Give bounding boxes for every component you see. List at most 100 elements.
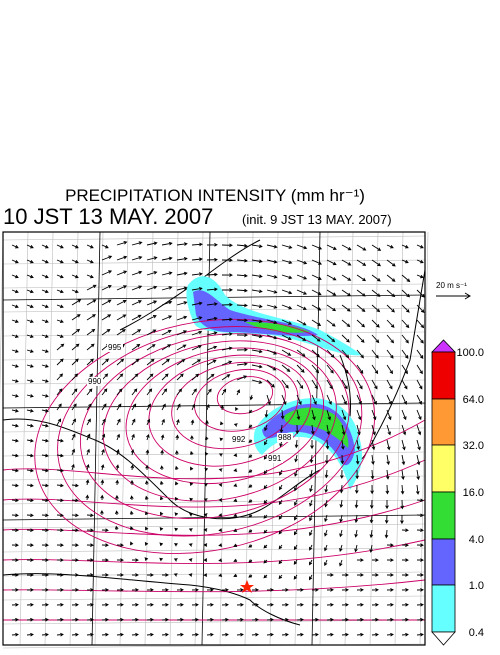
wind-arrow: [71, 418, 76, 426]
colorbar-box: [431, 398, 456, 446]
wind-arrow: [71, 358, 79, 366]
wind-arrow: [86, 513, 94, 518]
wind-arrow: [146, 256, 158, 261]
wind-arrow: [86, 328, 96, 336]
wind-arrow: [146, 388, 153, 396]
wind-arrow: [131, 314, 142, 321]
wind-arrow: [86, 543, 94, 547]
wind-arrow: [56, 334, 64, 338]
isobar: [216, 376, 274, 415]
wind-arrow: [386, 439, 391, 451]
wind-arrow: [385, 469, 390, 480]
wind-arrow: [233, 528, 238, 532]
wind-arrow: [416, 349, 424, 359]
wind-arrow: [236, 258, 248, 263]
wind-arrow: [101, 602, 109, 607]
wind-arrow: [400, 499, 405, 510]
wind-arrow: [56, 558, 64, 562]
wind-arrow: [251, 617, 259, 622]
wind-arrow: [386, 424, 392, 436]
wind-arrow: [371, 558, 379, 562]
wind-arrow: [266, 632, 274, 637]
wind-arrow: [146, 271, 158, 276]
grid-line: [169, 231, 179, 646]
wind-arrow: [176, 388, 183, 396]
wind-arrow: [251, 349, 263, 354]
wind-arrow: [161, 315, 173, 321]
wind-arrow: [191, 373, 200, 381]
wind-arrow: [264, 439, 268, 446]
wind-arrow: [176, 286, 188, 291]
wind-arrow: [71, 588, 79, 592]
wind-arrow: [189, 450, 194, 456]
wind-arrow: [341, 439, 345, 450]
wind-arrow: [221, 332, 233, 336]
wind-arrow: [11, 274, 19, 279]
wind-arrow: [26, 468, 34, 473]
wind-arrow: [101, 270, 113, 276]
wind-arrow: [311, 364, 320, 374]
wind-arrow: [371, 379, 378, 390]
wind-arrow: [356, 304, 366, 312]
wind-arrow: [416, 259, 424, 264]
wind-arrow: [116, 299, 127, 306]
wind-arrow: [41, 394, 49, 398]
wind-arrow: [309, 499, 313, 507]
wind-arrow: [340, 469, 344, 479]
wind-arrow: [146, 358, 155, 366]
wind-arrow: [371, 439, 376, 451]
wind-arrow: [280, 409, 285, 420]
wind-arrow: [325, 454, 329, 464]
wind-arrow: [236, 273, 248, 278]
wind-arrow: [356, 319, 366, 328]
wind-arrow: [101, 433, 106, 441]
wind-arrow: [101, 418, 106, 426]
wind-arrow: [326, 379, 333, 390]
wind-arrow: [251, 364, 263, 369]
wind-arrow: [266, 364, 277, 371]
wind-arrow: [356, 602, 364, 607]
wind-arrow: [131, 632, 139, 637]
isobar: [102, 340, 337, 502]
grid-line: [0, 231, 4, 403]
wind-arrow: [41, 558, 49, 562]
wind-arrow: [341, 259, 352, 266]
wind-arrow: [251, 274, 263, 279]
wind-arrow: [308, 574, 313, 581]
wind-arrow: [71, 299, 82, 306]
wind-arrow: [266, 602, 274, 607]
wind-arrow: [339, 544, 343, 552]
wind-arrow: [26, 453, 34, 458]
wind-arrow: [71, 448, 76, 456]
wind-arrow: [263, 514, 268, 519]
wind-arrow: [233, 573, 238, 578]
wind-arrow: [371, 573, 379, 577]
wind-arrow: [326, 274, 337, 281]
isobar: [194, 369, 286, 432]
wind-arrow: [341, 274, 352, 281]
wind-arrow: [41, 468, 49, 473]
wind-arrow: [341, 573, 349, 577]
wind-arrow: [401, 379, 408, 390]
wind-arrow: [131, 256, 143, 261]
wind-arrow: [248, 469, 253, 473]
wind-arrow: [278, 514, 283, 520]
wind-arrow: [296, 617, 304, 622]
wind-arrow: [416, 558, 424, 562]
wind-arrow: [251, 319, 263, 324]
precip-blue: [193, 290, 318, 336]
wind-arrow: [130, 449, 135, 456]
grid-line: [2, 523, 426, 529]
wind-arrow: [281, 364, 291, 372]
wind-arrow: [401, 334, 409, 344]
wind-arrow: [116, 314, 127, 321]
wind-arrow: [56, 543, 64, 547]
title: PRECIPITATION INTENSITY (mm hr⁻¹): [65, 186, 365, 205]
wind-arrow: [85, 479, 90, 486]
wind-arrow: [131, 588, 139, 592]
wind-arrow: [41, 573, 49, 577]
wind-arrow: [71, 573, 79, 577]
wind-arrow: [221, 302, 233, 307]
wind-arrow: [370, 484, 374, 495]
wind-arrow: [56, 373, 64, 381]
